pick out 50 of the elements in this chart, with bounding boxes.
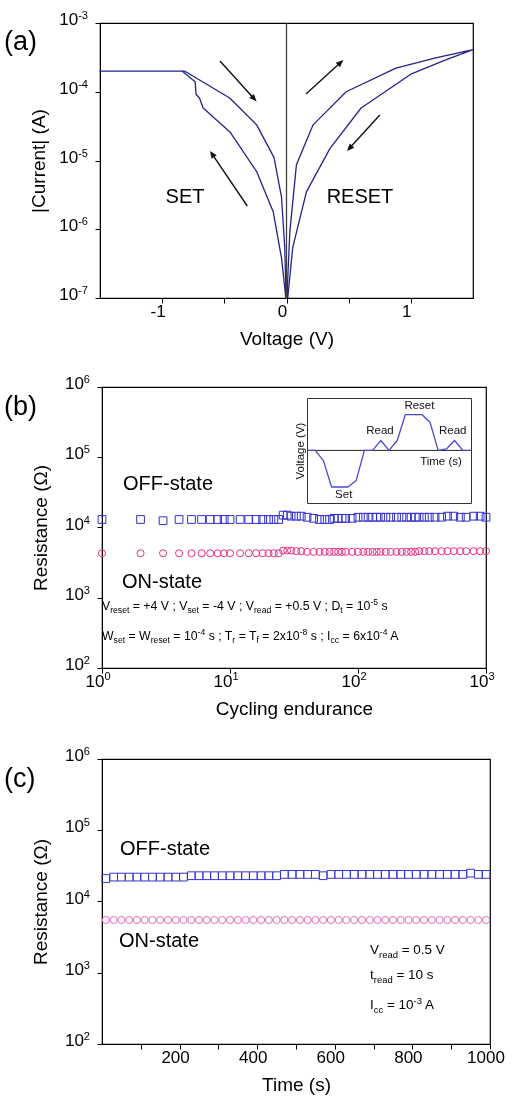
x-axis-title: Voltage (V) [240, 328, 334, 349]
y-axis-title: |Current| (A) [28, 109, 49, 213]
annotation: SET [165, 185, 205, 207]
x-tick-label: 400 [239, 1048, 268, 1067]
x-axis-title: Cycling endurance [215, 698, 374, 719]
y-tick-label: 10$^{6}$ [64, 372, 90, 394]
x-axis-title: Time (s) [262, 1074, 331, 1095]
y-axis-title: Resistance (Ω) [30, 838, 51, 966]
annotation: I$_{cc}$ = 10$^{-3}$ A [370, 994, 435, 1015]
y-axis-title: Voltage (V) [293, 422, 306, 480]
annotation: Read [438, 424, 467, 436]
chart-title: (a) [4, 26, 37, 57]
y-tick-label: 10$^{-3}$ [59, 8, 88, 30]
annotation: Read [366, 424, 394, 436]
y-tick-label: 10$^{-6}$ [59, 214, 88, 236]
annotation: ON-state [121, 570, 203, 592]
y-tick-label: 10$^{2}$ [64, 1029, 90, 1051]
y-tick-label: 10$^{4}$ [64, 513, 90, 534]
y-tick-label: 10$^{-5}$ [59, 146, 88, 167]
y-tick-label: 10$^{-4}$ [59, 77, 88, 99]
annotation: t$_{read}$ = 10 s [370, 967, 434, 985]
y-axis-title: Resistance (Ω) [30, 464, 51, 592]
y-tick-label: 10$^{3}$ [64, 958, 90, 980]
text: V$_{reset}$ = +4 V ; V$_{set}$ = -4 V ; V$_{read}$ = +0.5 V ; D$_{t}$ = 10$^{-5}$ s [102, 596, 388, 616]
x-tick-label: -1 [150, 302, 166, 321]
annotation: OFF-state [122, 472, 214, 494]
x-tick-label: 800 [394, 1048, 423, 1067]
x-tick-label: 1 [402, 302, 412, 321]
x-tick-label: 600 [316, 1048, 345, 1067]
x-tick-label: 200 [161, 1048, 190, 1067]
annotation: ON-state [118, 929, 200, 951]
annotation: V$_{read}$ = 0.5 V [370, 942, 445, 960]
annotation: Reset [404, 399, 436, 411]
y-tick-label: 10$^{5}$ [64, 442, 90, 464]
chart-title: (c) [4, 762, 36, 793]
annotation: RESET [326, 185, 394, 207]
x-tick-label: 1000 [467, 1048, 505, 1067]
y-tick-label: 10$^{6}$ [64, 744, 90, 766]
y-tick-label: 10$^{-7}$ [59, 283, 88, 305]
x-tick-label: 10$^{3}$ [469, 670, 495, 691]
chart-title: (b) [4, 390, 37, 421]
annotation: OFF-state [119, 837, 211, 859]
x-axis-title: Time (s) [420, 455, 463, 467]
y-tick-label: 10$^{4}$ [64, 887, 90, 908]
y-tick-label: 10$^{5}$ [64, 815, 90, 837]
x-tick-label: 10$^{2}$ [341, 670, 367, 691]
x-tick-label: 10$^{1}$ [213, 670, 239, 691]
y-tick-label: 10$^{3}$ [64, 583, 90, 605]
annotation: Set [335, 488, 354, 500]
x-tick-label: 0 [277, 302, 288, 321]
